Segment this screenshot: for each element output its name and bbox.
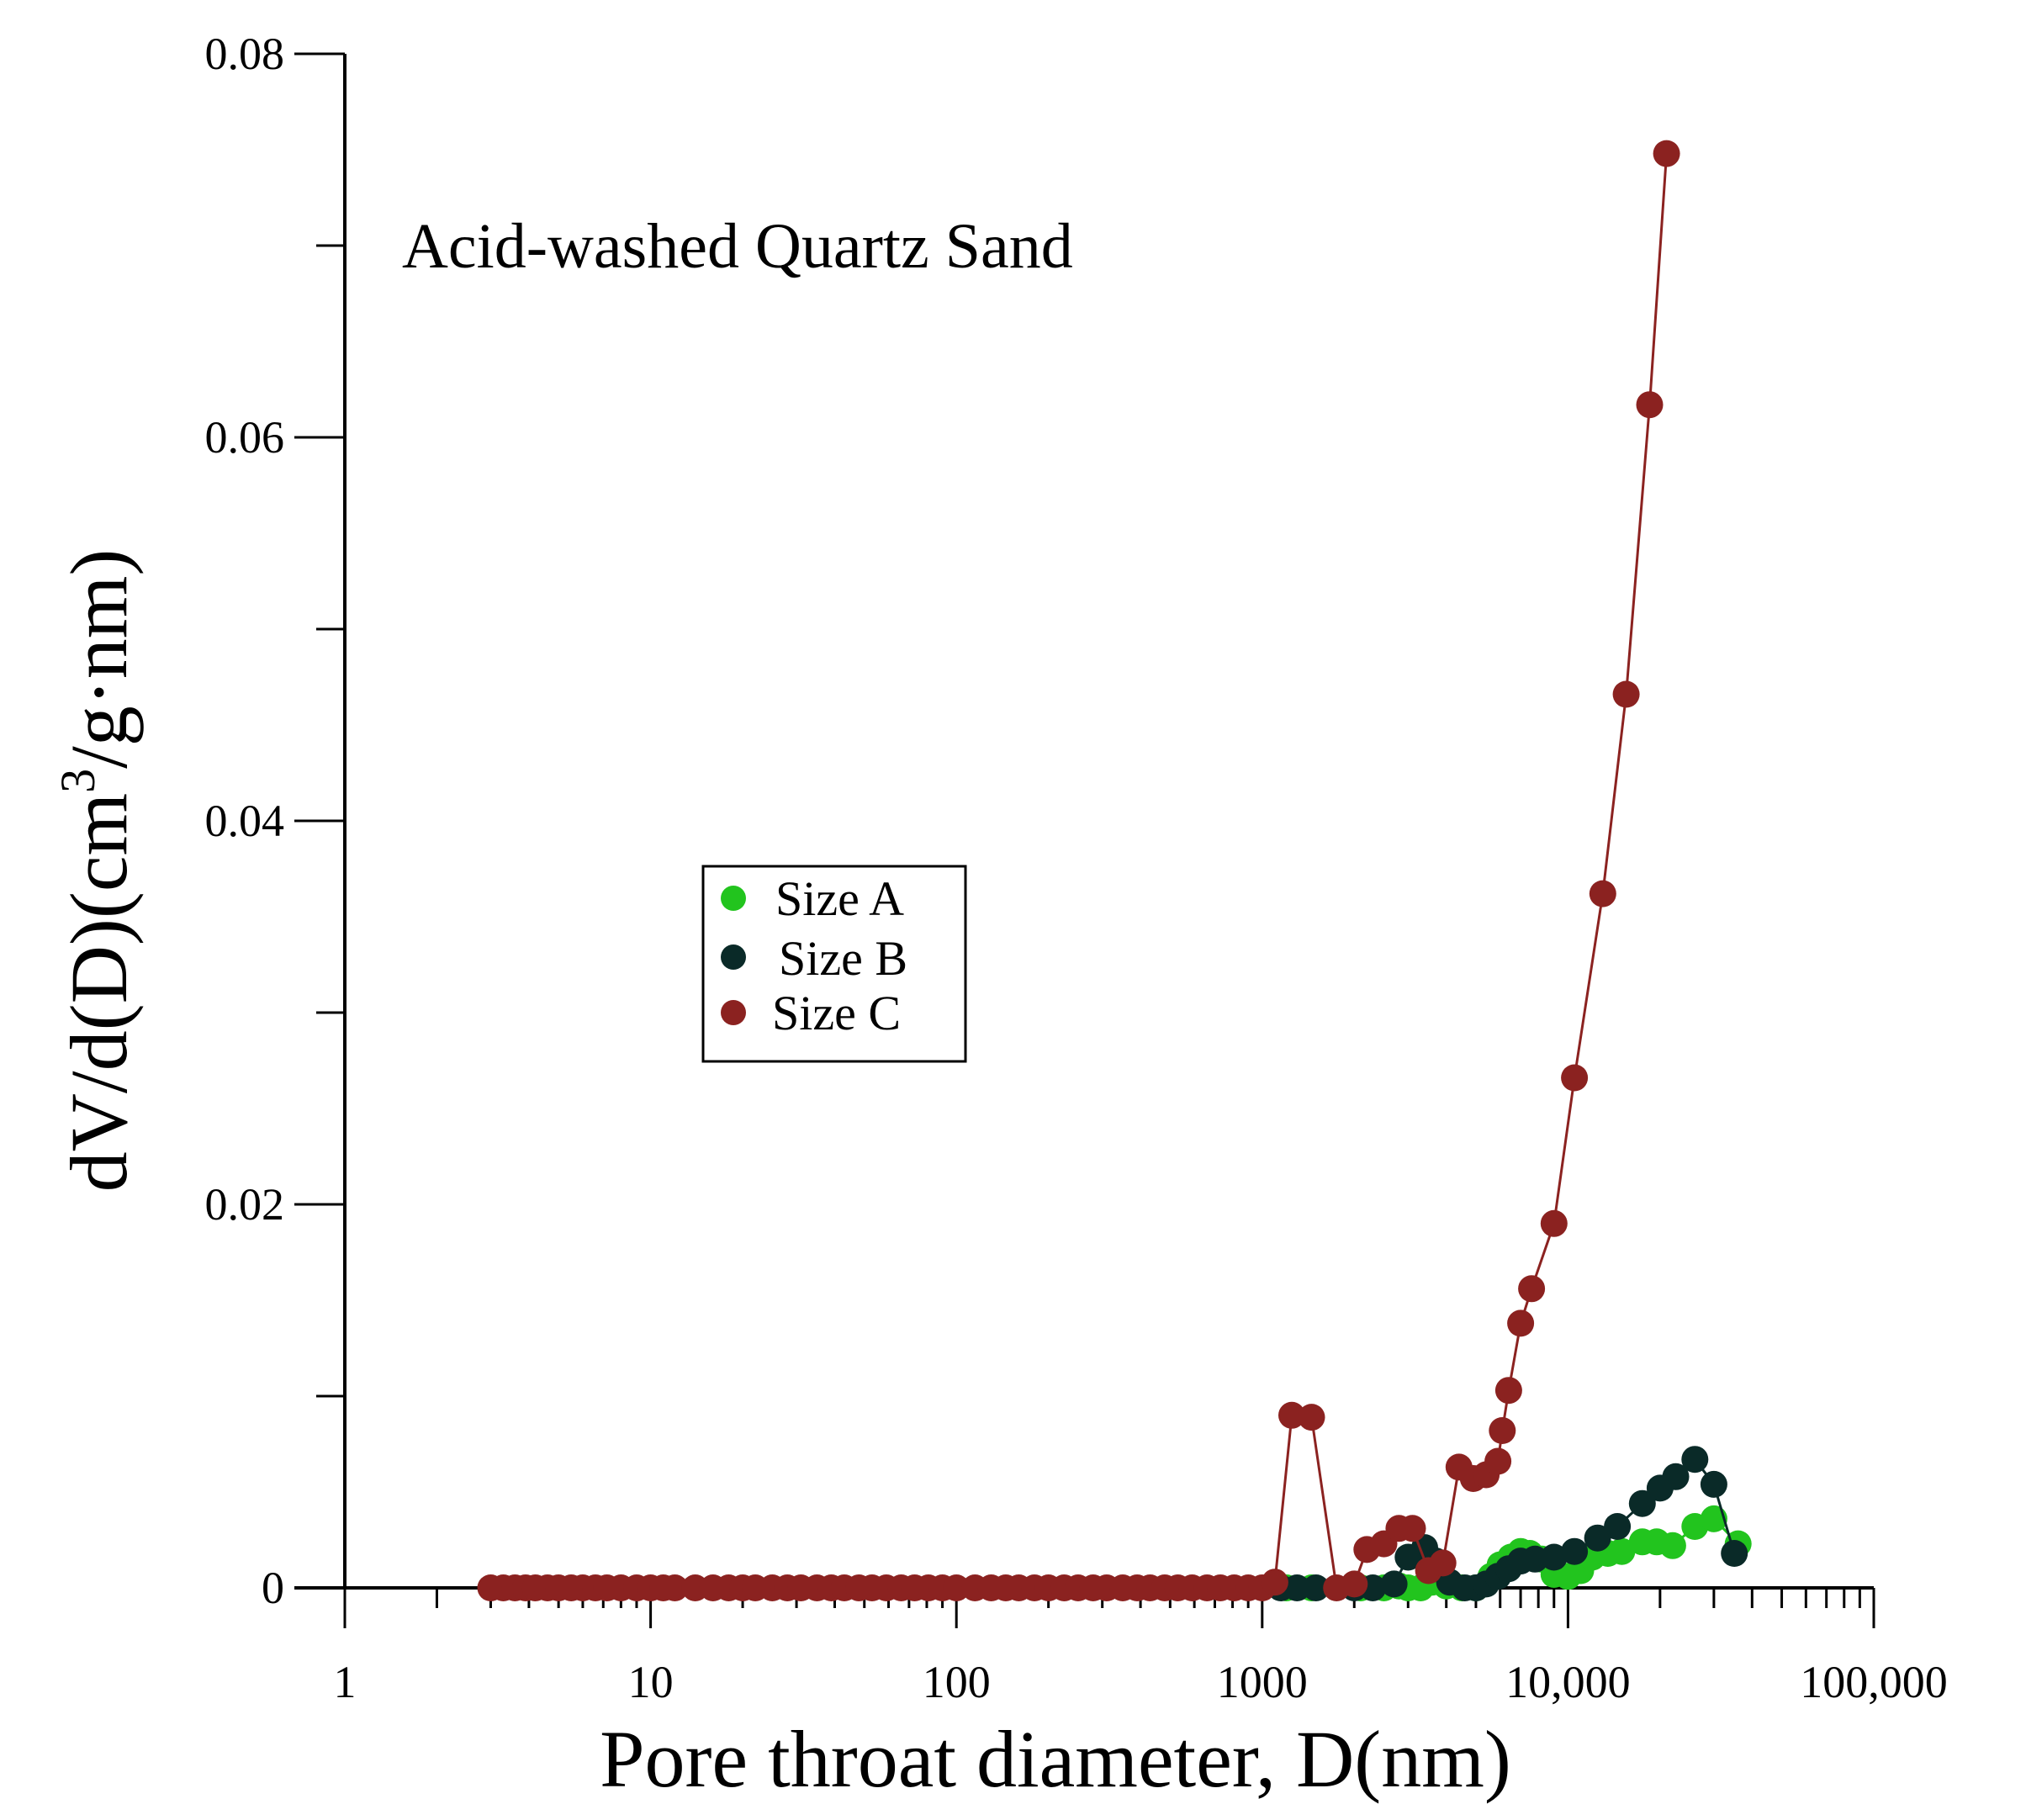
y-axis-title-part-2: /g·nm): [54, 549, 144, 769]
y-axis-title-superscript: 3: [50, 769, 105, 793]
data-point-size-c: [1653, 140, 1680, 167]
legend-marker-size-b: [721, 944, 746, 970]
legend: Size A Size B Size C: [701, 865, 967, 1063]
x-tick-label: 10,000: [1505, 1657, 1631, 1707]
data-point-size-b: [1700, 1470, 1727, 1498]
data-point-size-c: [1636, 391, 1664, 419]
data-point-size-b: [1540, 1543, 1568, 1571]
data-point-size-c: [661, 1574, 689, 1601]
data-point-size-c: [1540, 1209, 1568, 1237]
data-point-size-c: [1489, 1417, 1516, 1444]
data-point-size-b: [1662, 1463, 1690, 1490]
data-point-size-c: [1589, 880, 1616, 907]
data-point-size-c: [1278, 1401, 1305, 1429]
data-point-size-a: [1700, 1505, 1727, 1532]
legend-label-size-b: Size B: [779, 931, 907, 986]
data-point-size-c: [1612, 680, 1640, 708]
data-point-size-c: [1561, 1064, 1589, 1092]
data-point-size-c: [1507, 1309, 1535, 1337]
legend-marker-size-a: [721, 886, 746, 911]
y-tick-label: 0: [262, 1563, 284, 1613]
data-point-size-c: [1298, 1404, 1325, 1431]
data-point-size-b: [1604, 1513, 1632, 1540]
y-axis-title-part-1: dV/d(D)(cm: [54, 793, 144, 1193]
series-layer: [477, 140, 1752, 1601]
legend-label-size-a: Size A: [775, 871, 904, 926]
y-tick-label: 0.04: [205, 796, 285, 846]
data-point-size-a: [1658, 1532, 1686, 1559]
data-point-size-b: [1681, 1446, 1709, 1473]
legend-label-size-c: Size C: [772, 986, 901, 1040]
y-tick-label: 0.06: [205, 412, 285, 463]
plot-area: 0 0.02 0.04 0.06 0.08 1 10 100 1000 10,000 100,00…: [205, 29, 1948, 1707]
x-axis-title: Pore throat diameter, D(nm): [600, 1714, 1511, 1804]
y-tick-label: 0.08: [205, 29, 285, 79]
x-tick-label: 100: [923, 1657, 991, 1707]
data-point-size-b: [1584, 1524, 1611, 1552]
legend-box: [701, 865, 967, 1063]
data-point-size-c: [1341, 1570, 1368, 1598]
x-tick-label: 1000: [1217, 1657, 1308, 1707]
chart-title: Acid-washed Quartz Sand: [402, 211, 1073, 282]
data-point-size-b: [1628, 1489, 1656, 1517]
data-point-size-c: [1429, 1549, 1457, 1577]
data-point-size-c: [943, 1574, 971, 1601]
data-point-size-c: [1399, 1515, 1426, 1542]
x-tick-label: 1: [334, 1657, 357, 1707]
y-axis-title: dV/d(D)(cm3/g·nm): [50, 549, 144, 1193]
data-point-size-a: [1608, 1537, 1636, 1565]
data-point-size-c: [1261, 1569, 1288, 1596]
y-ticks: 0 0.02 0.04 0.06 0.08: [205, 29, 345, 1613]
data-point-size-b: [1302, 1574, 1330, 1601]
data-point-size-b: [1561, 1537, 1589, 1565]
data-point-size-c: [1518, 1275, 1546, 1303]
data-point-size-c: [1484, 1447, 1512, 1475]
data-point-size-b: [1283, 1574, 1311, 1601]
data-point-size-c: [1494, 1377, 1522, 1405]
x-tick-label: 10: [628, 1657, 674, 1707]
x-tick-label: 100,000: [1800, 1657, 1948, 1707]
series-size-c: [477, 140, 1680, 1601]
y-tick-label: 0.02: [205, 1179, 285, 1230]
legend-marker-size-c: [721, 1000, 746, 1025]
data-point-size-b: [1380, 1570, 1408, 1598]
data-point-size-b: [1721, 1540, 1748, 1567]
